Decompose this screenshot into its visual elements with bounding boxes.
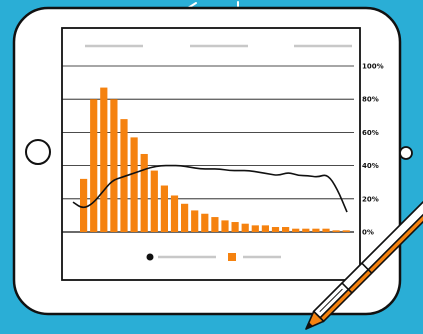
bar: [90, 99, 98, 232]
bar: [312, 228, 320, 232]
line-series: [72, 164, 348, 213]
y-tick-label: 60%: [362, 129, 379, 137]
bar: [292, 228, 300, 232]
bar: [342, 230, 350, 232]
bar-series-legend-icon: [228, 253, 236, 261]
bar: [261, 225, 269, 232]
line-series-legend-icon: [146, 253, 154, 261]
chart-line: [72, 164, 348, 213]
bar: [181, 203, 189, 232]
bar: [231, 222, 239, 232]
bar: [221, 220, 229, 232]
bar: [170, 195, 179, 232]
circle-home-button-icon[interactable]: [399, 146, 413, 160]
y-tick-label: 40%: [362, 162, 379, 170]
chart-y-ticks: 0% 20% 40% 60% 80% 100%: [362, 63, 384, 237]
bar: [201, 213, 209, 232]
y-tick-label: 80%: [362, 96, 379, 104]
bar: [110, 99, 118, 232]
chart-legend: [146, 253, 281, 261]
bar: [140, 153, 148, 232]
bar: [150, 170, 158, 232]
bar: [241, 223, 249, 232]
y-tick-label: 0%: [362, 229, 374, 237]
bar: [80, 178, 88, 232]
bar: [130, 137, 138, 232]
stylus-pencil-icon: [305, 197, 423, 330]
bar: [191, 210, 199, 232]
bar: [120, 119, 128, 232]
bar: [160, 185, 168, 232]
y-tick-label: 20%: [362, 195, 379, 203]
bar: [332, 230, 340, 232]
bar: [100, 87, 108, 232]
circle-camera-icon: [25, 139, 51, 165]
chart-bars: [80, 87, 350, 232]
bar: [271, 227, 280, 232]
y-tick-label: 100%: [362, 63, 384, 71]
bar: [302, 228, 310, 232]
bar: [251, 225, 259, 232]
bar: [322, 228, 330, 232]
bar: [282, 227, 290, 232]
bar: [211, 217, 219, 232]
